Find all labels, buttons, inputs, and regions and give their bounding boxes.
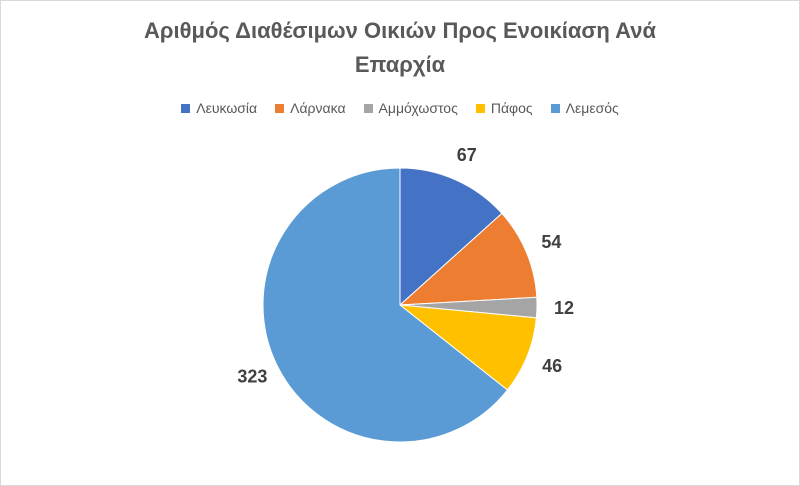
legend-item-ammochostos: Αμμόχωστος xyxy=(363,100,458,116)
data-label-pafos: 46 xyxy=(542,356,562,376)
pie-slice-larnaka xyxy=(398,212,538,306)
data-label-larnaka: 54 xyxy=(541,232,561,252)
data-label-ammochostos: 12 xyxy=(554,298,574,318)
pie-slice-lemesos xyxy=(262,167,509,443)
legend-label-lemesos: Λεμεσός xyxy=(565,100,619,116)
legend-swatch-pafos xyxy=(475,103,485,113)
chart-title-line-1: Αριθμός Διαθέσιμων Οικιών Προς Ενοικίαση… xyxy=(144,18,656,43)
pie-slice-lefkosia xyxy=(399,167,503,307)
legend-item-larnaka: Λάρνακα xyxy=(275,100,346,116)
data-label-lefkosia: 67 xyxy=(457,145,477,165)
legend-swatch-ammochostos xyxy=(363,103,373,113)
legend-swatch-lemesos xyxy=(550,103,560,113)
legend-label-ammochostos: Αμμόχωστος xyxy=(378,100,458,116)
chart-title-line-2: Επαρχία xyxy=(354,52,446,77)
data-label-lemesos: 323 xyxy=(237,366,267,386)
legend-swatch-lefkosia xyxy=(181,103,191,113)
legend-item-lemesos: Λεμεσός xyxy=(550,100,619,116)
legend-item-lefkosia: Λευκωσία xyxy=(181,100,257,116)
legend-item-pafos: Πάφος xyxy=(475,100,533,116)
pie-slice-pafos xyxy=(398,304,537,391)
legend-label-larnaka: Λάρνακα xyxy=(290,100,346,116)
legend-label-pafos: Πάφος xyxy=(490,100,533,116)
chart-title: Αριθμός Διαθέσιμων Οικιών Προς Ενοικίαση… xyxy=(0,14,800,82)
legend: Λευκωσία Λάρνακα Αμμόχωστος Πάφος Λεμεσό… xyxy=(0,100,800,116)
legend-label-lefkosia: Λευκωσία xyxy=(196,100,258,116)
legend-swatch-larnaka xyxy=(275,103,285,113)
